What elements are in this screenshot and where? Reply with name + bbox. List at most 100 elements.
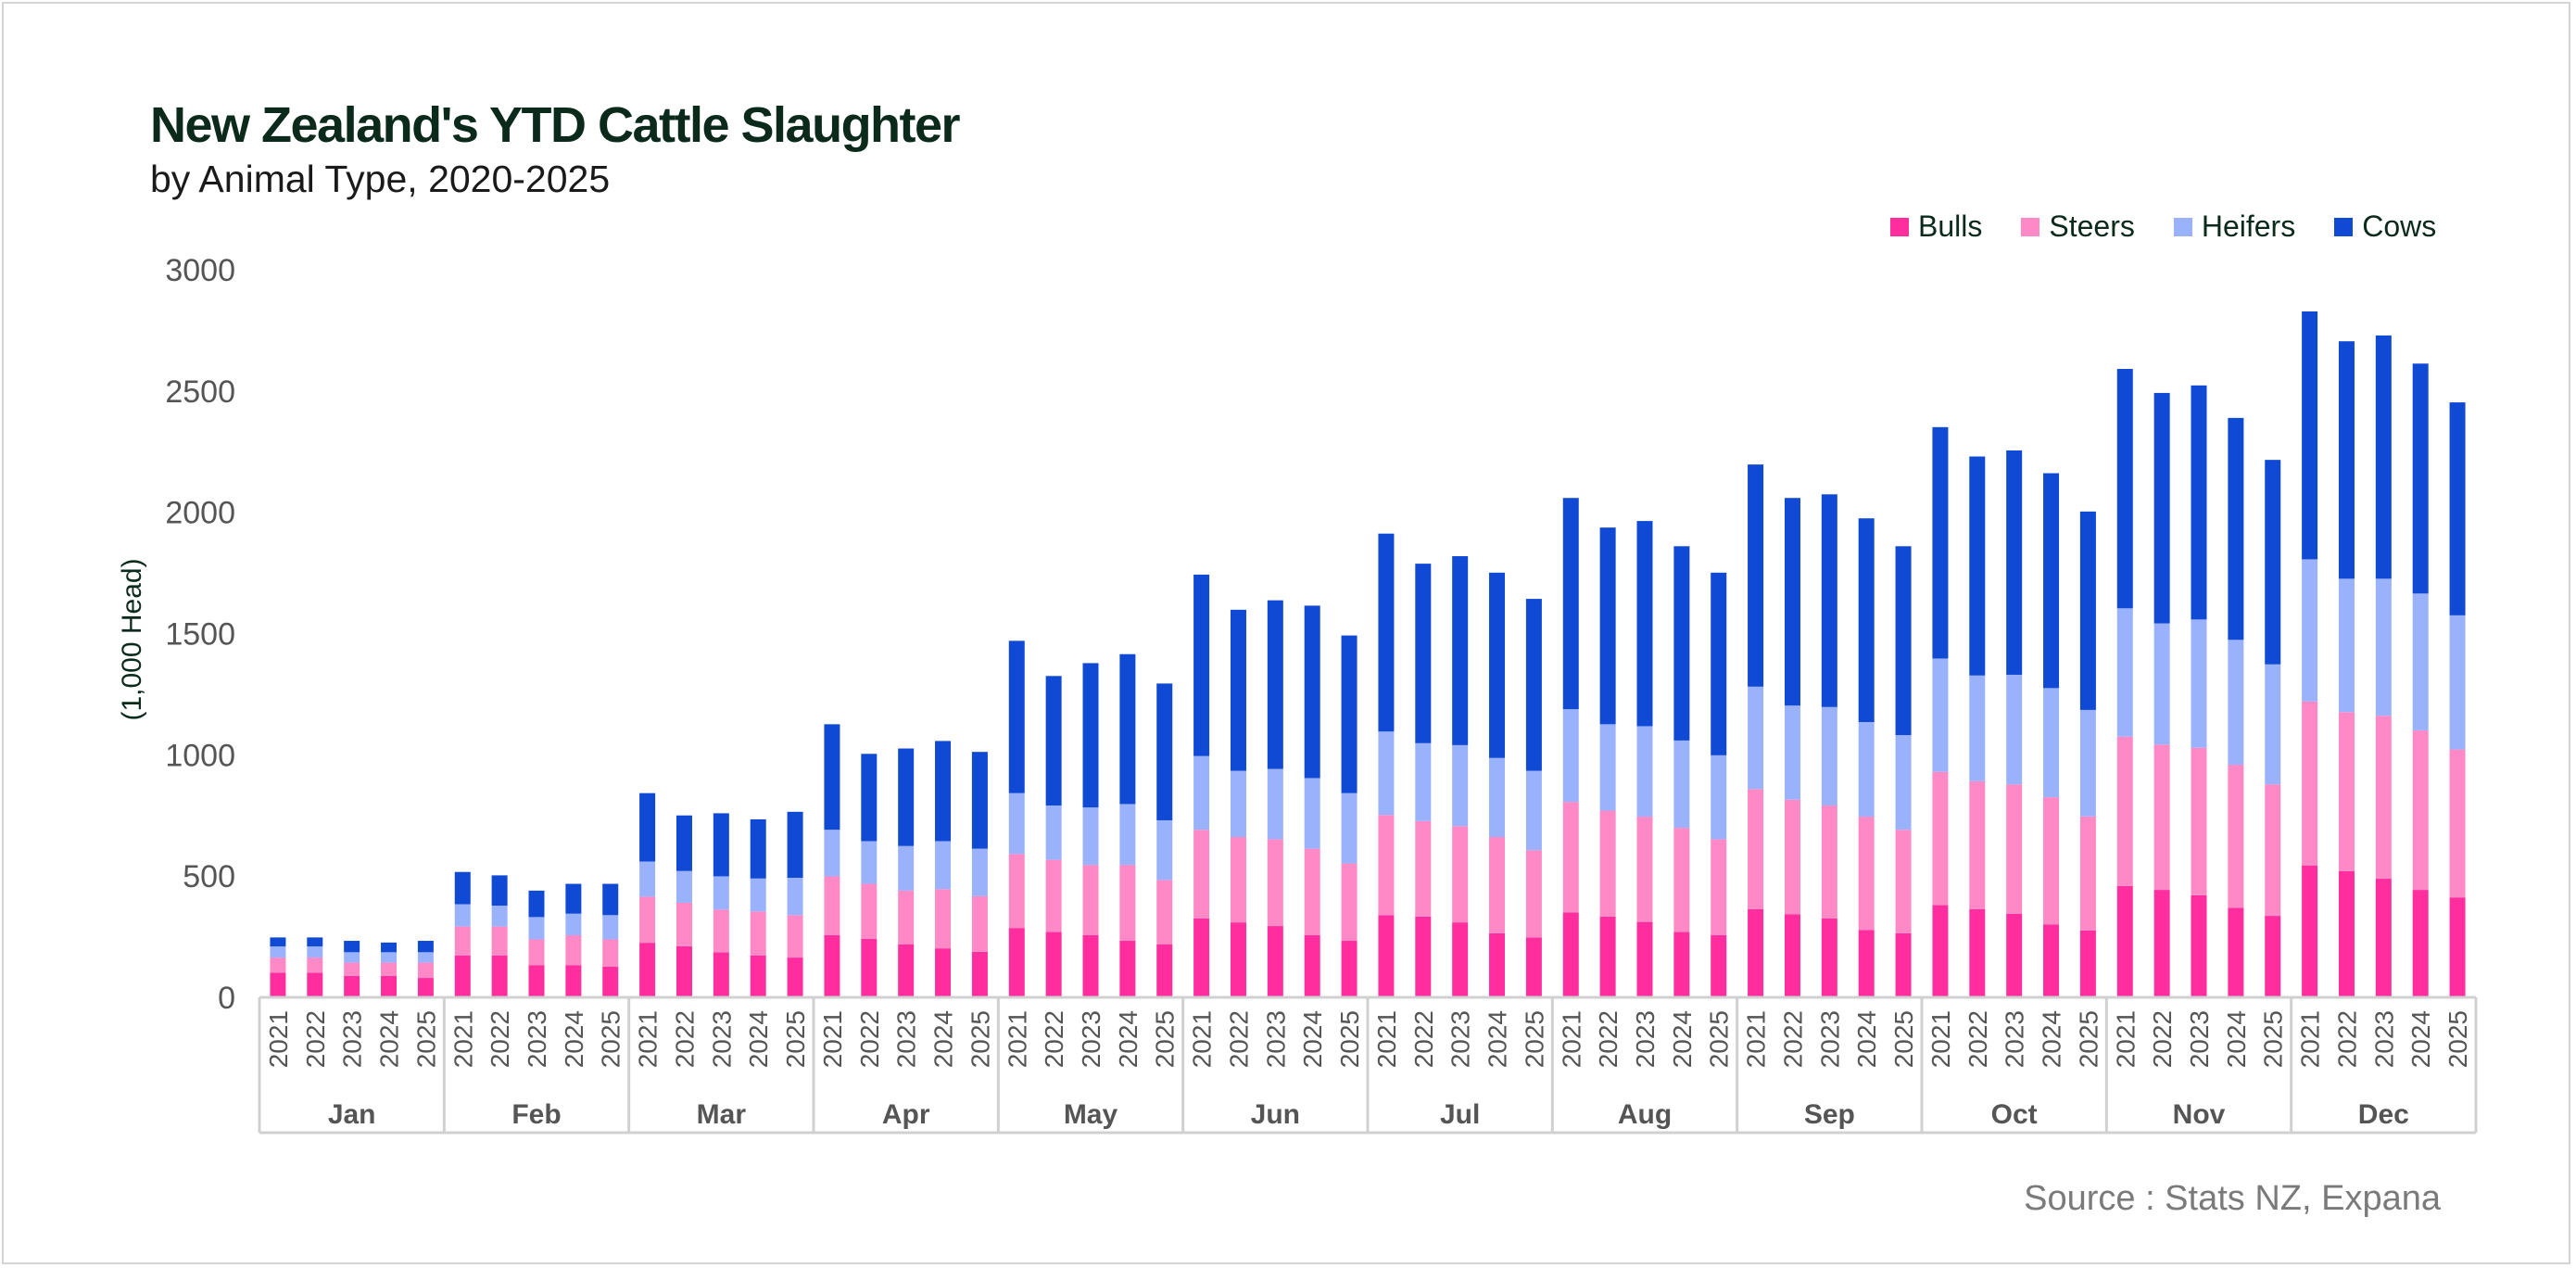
bar-bulls-may-2024	[1119, 941, 1136, 997]
bar-cows-jun-2021	[1193, 574, 1210, 756]
bar-bulls-sep-2025	[1895, 932, 1912, 997]
bar-steers-may-2024	[1119, 865, 1136, 942]
bar-cows-dec-2023	[2375, 335, 2392, 579]
bar-bulls-apr-2024	[935, 948, 952, 997]
x-year-label: 2022	[1040, 1010, 1068, 1068]
bar-bulls-sep-2022	[1784, 914, 1800, 997]
bar-steers-nov-2025	[2265, 784, 2281, 917]
bar-steers-jul-2022	[1415, 820, 1432, 917]
bar-heifers-aug-2022	[1599, 724, 1616, 811]
bar-steers-nov-2021	[2116, 736, 2133, 886]
x-month-label: Jun	[1251, 1099, 1300, 1130]
bar-bulls-feb-2024	[565, 965, 582, 997]
x-year-label: 2024	[744, 1010, 773, 1068]
bar-heifers-jun-2021	[1193, 755, 1210, 831]
x-year-label: 2022	[1778, 1010, 1807, 1068]
x-year-label: 2024	[2406, 1010, 2435, 1068]
bar-steers-mar-2024	[750, 911, 766, 956]
bar-steers-feb-2021	[454, 926, 471, 956]
bar-cows-sep-2022	[1784, 498, 1800, 706]
bar-steers-jan-2021	[270, 957, 286, 973]
bar-steers-may-2022	[1045, 859, 1062, 932]
bar-bulls-jan-2022	[307, 972, 323, 997]
bar-steers-jun-2021	[1193, 830, 1210, 919]
bar-heifers-oct-2025	[2079, 709, 2096, 817]
x-year-label: 2022	[2148, 1010, 2177, 1068]
x-month-label: Sep	[1804, 1099, 1855, 1130]
bar-bulls-oct-2022	[1969, 908, 1986, 997]
bar-bulls-may-2023	[1082, 935, 1099, 997]
bar-cows-dec-2025	[2449, 402, 2466, 615]
bar-heifers-apr-2022	[861, 841, 878, 884]
bar-heifers-oct-2022	[1969, 675, 1986, 781]
x-year-label: 2021	[818, 1010, 847, 1068]
bar-steers-jul-2025	[1525, 850, 1542, 938]
bar-cows-apr-2021	[824, 724, 840, 831]
bar-heifers-dec-2025	[2449, 615, 2466, 750]
bar-bulls-mar-2023	[713, 952, 729, 997]
bar-steers-jan-2024	[381, 962, 398, 976]
chart-title: New Zealand's YTD Cattle Slaughter	[150, 97, 961, 153]
bar-heifers-jun-2022	[1230, 770, 1246, 838]
bar-cows-nov-2021	[2116, 369, 2133, 609]
x-year-label: 2025	[2443, 1010, 2472, 1068]
bar-heifers-aug-2021	[1562, 709, 1579, 803]
bar-bulls-aug-2021	[1562, 912, 1579, 997]
y-tick-label: 2500	[165, 374, 235, 410]
x-year-label: 2023	[892, 1010, 921, 1068]
bar-bulls-nov-2023	[2191, 894, 2207, 997]
bar-heifers-mar-2023	[713, 876, 729, 910]
bar-bulls-may-2021	[1008, 928, 1025, 997]
bar-steers-dec-2025	[2449, 749, 2466, 898]
x-year-label: 2022	[1594, 1010, 1623, 1068]
bar-bulls-jun-2021	[1193, 918, 1210, 997]
x-year-label: 2025	[411, 1010, 440, 1068]
bar-steers-dec-2022	[2338, 712, 2355, 871]
bar-cows-jan-2023	[344, 941, 360, 953]
bar-steers-jun-2024	[1304, 848, 1320, 936]
bar-bulls-mar-2024	[750, 955, 766, 997]
x-year-label: 2025	[1889, 1010, 1918, 1068]
bar-cows-jul-2024	[1489, 572, 1506, 758]
x-year-label: 2025	[2259, 1010, 2288, 1068]
x-year-label: 2021	[1742, 1010, 1771, 1068]
bar-cows-feb-2021	[454, 871, 471, 905]
bar-steers-sep-2023	[1821, 805, 1837, 919]
bar-bulls-nov-2024	[2228, 907, 2244, 997]
bar-steers-mar-2023	[713, 909, 729, 953]
bar-heifers-may-2023	[1082, 807, 1099, 866]
bar-steers-oct-2022	[1969, 780, 1986, 909]
x-month-label: Jan	[328, 1099, 376, 1130]
bar-cows-jan-2025	[417, 941, 434, 953]
x-year-label: 2025	[966, 1010, 994, 1068]
x-year-label: 2025	[597, 1010, 625, 1068]
bar-steers-aug-2023	[1636, 817, 1653, 922]
bar-cows-mar-2023	[713, 813, 729, 877]
x-year-label: 2025	[1705, 1010, 1734, 1068]
x-year-label: 2021	[1003, 1010, 1031, 1068]
bar-cows-sep-2023	[1821, 494, 1837, 707]
x-year-label: 2021	[1188, 1010, 1217, 1068]
x-year-label: 2023	[1261, 1010, 1290, 1068]
bar-steers-dec-2023	[2375, 716, 2392, 880]
bar-heifers-may-2025	[1156, 819, 1173, 881]
legend-swatch-steers	[2021, 217, 2040, 236]
bar-steers-dec-2021	[2302, 701, 2318, 866]
bar-cows-feb-2024	[565, 883, 582, 914]
bar-cows-feb-2025	[602, 883, 619, 916]
bar-steers-oct-2023	[2006, 784, 2023, 914]
x-month-label: Jul	[1440, 1099, 1480, 1130]
bar-steers-mar-2021	[639, 896, 656, 944]
bar-steers-oct-2025	[2079, 816, 2096, 931]
x-month-label: Aug	[1618, 1099, 1672, 1130]
bar-heifers-dec-2021	[2302, 559, 2318, 702]
bar-steers-apr-2023	[898, 890, 915, 945]
bar-heifers-dec-2023	[2375, 578, 2392, 716]
y-tick-label: 2000	[165, 496, 235, 531]
x-year-label: 2022	[1409, 1010, 1438, 1068]
bar-bulls-jan-2024	[381, 975, 398, 997]
bar-cows-oct-2022	[1969, 456, 1986, 676]
bar-cows-jul-2022	[1415, 564, 1432, 743]
bar-steers-sep-2024	[1858, 817, 1875, 931]
